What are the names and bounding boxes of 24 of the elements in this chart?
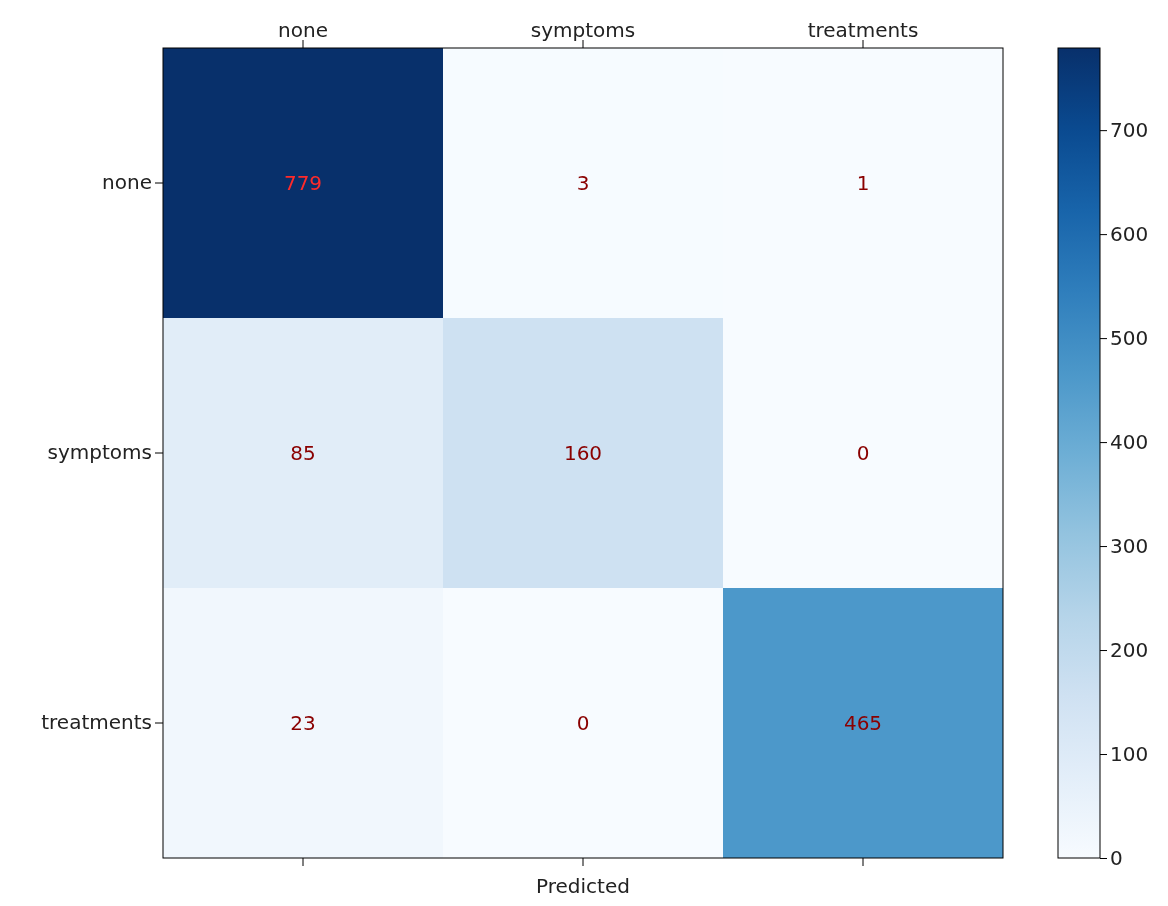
data-label: 0 — [856, 441, 870, 465]
color-bar-label: 600 — [1110, 222, 1149, 247]
data-label: 160 — [563, 441, 603, 465]
y-tick-label: symptoms — [47, 440, 152, 465]
x-axis-title: Predicted — [536, 874, 630, 898]
color-bar-label: 700 — [1110, 118, 1149, 143]
data-label: 779 — [283, 171, 323, 195]
x-tick-label: symptoms — [530, 18, 636, 42]
data-label: 23 — [290, 711, 316, 735]
data-label: 465 — [843, 711, 883, 735]
data-label: 3 — [576, 171, 590, 195]
color-bar-label: 500 — [1110, 326, 1149, 350]
data-label: 0 — [576, 711, 590, 735]
x-tick-label: none — [278, 18, 328, 42]
color-bar-label: 300 — [1110, 533, 1149, 558]
color-bar-label: 400 — [1110, 429, 1149, 454]
y-tick-label: none — [102, 170, 152, 195]
color-bar-label: 200 — [1110, 637, 1149, 662]
data-label: 85 — [290, 441, 316, 465]
x-tick-label: treatments — [807, 18, 919, 42]
color-bar-label: 0 — [1110, 845, 1123, 870]
data-label: 1 — [856, 171, 870, 195]
color-bar-label: 100 — [1110, 741, 1149, 766]
y-tick-label: treatments — [41, 710, 152, 735]
